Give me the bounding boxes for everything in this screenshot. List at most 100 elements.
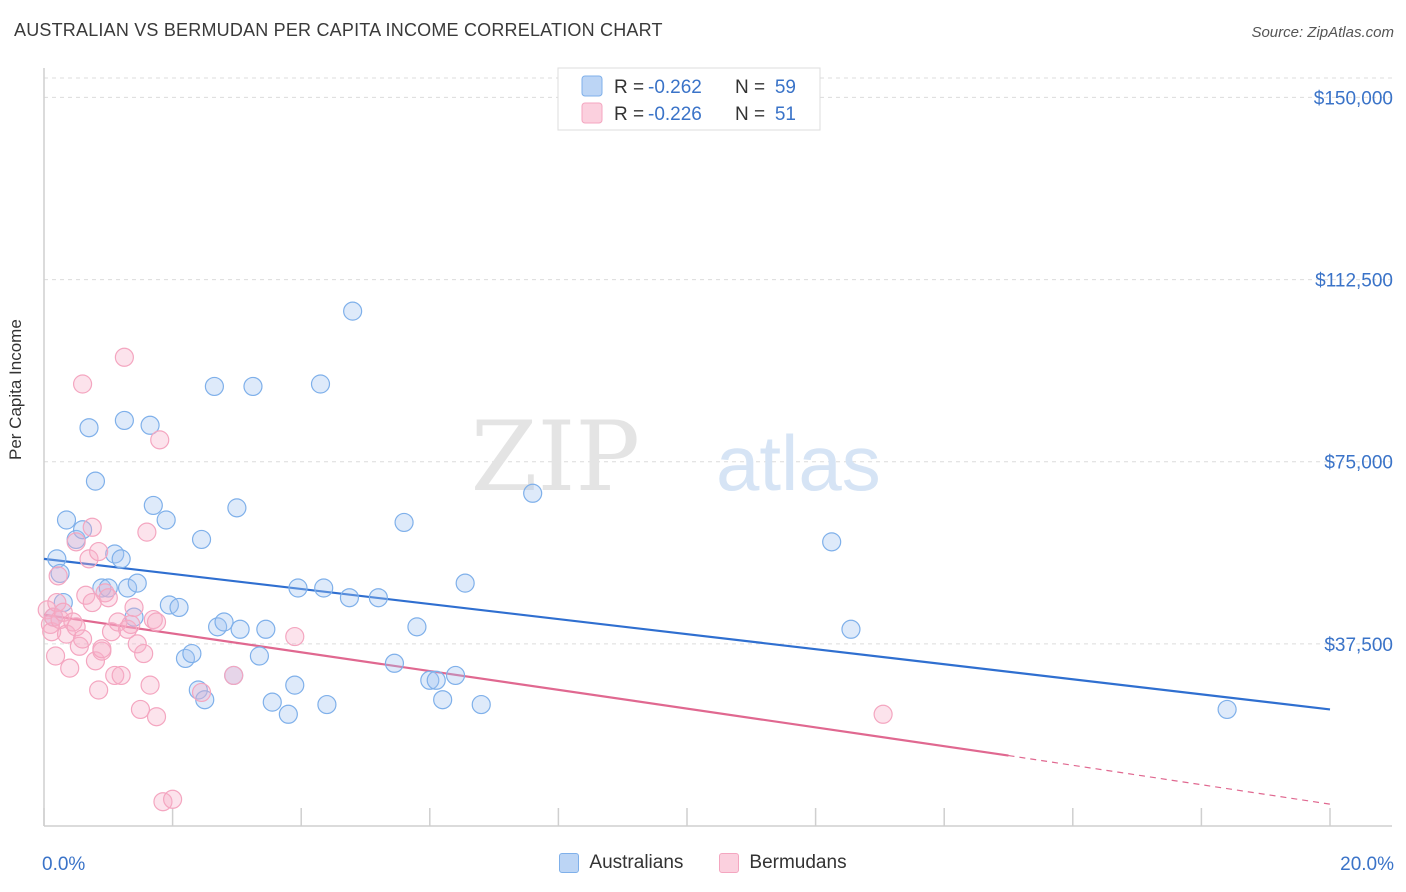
legend-n-label: N = (735, 77, 765, 98)
bermudans-point (114, 347, 134, 367)
bermudans-point (121, 614, 141, 635)
bermudans-point (66, 532, 86, 552)
australians-point (249, 646, 270, 666)
australians-trend-line (43, 557, 1331, 711)
australians-point (288, 578, 308, 598)
y-tick-label: $150,000 (1314, 88, 1393, 109)
australians-point (127, 573, 147, 593)
bermudans-label: Bermudans (749, 852, 847, 873)
legend-n-label: N = (735, 104, 765, 125)
bermudans-point (72, 629, 93, 649)
bermudans-point (140, 675, 160, 695)
stats-legend: R = -0.262 N = 59 R = -0.226 N = 51 (557, 67, 821, 131)
x-tick-label-max: 20.0% (1340, 854, 1394, 875)
australians-point (407, 617, 427, 637)
australians-point (256, 619, 276, 639)
bermudans-point (92, 639, 112, 659)
australians-point (278, 704, 298, 724)
bermudans-point (98, 588, 118, 608)
legend-item-bermudans[interactable]: Bermudans (719, 852, 847, 874)
australians-point (230, 619, 250, 639)
australians-point (191, 529, 212, 550)
bermudans-point (111, 665, 131, 686)
australians-point (182, 643, 202, 664)
australians-point (79, 418, 99, 438)
australians-point (111, 549, 131, 569)
bermudans-point (101, 622, 122, 642)
bermudans-point (76, 585, 96, 605)
australians-point (204, 376, 224, 397)
australians-point (394, 512, 414, 533)
australians-point (420, 670, 440, 690)
legend-n-value: 59 (775, 77, 796, 98)
y-tick-label: $75,000 (1324, 453, 1393, 474)
source-label: Source: ZipAtlas.com (1251, 24, 1394, 41)
australians-point (85, 471, 106, 491)
trend-lines (43, 557, 1331, 805)
bermudans-point (150, 430, 170, 450)
australians-point (841, 619, 861, 639)
bermudans-point (124, 597, 144, 618)
bermudans-point (37, 600, 57, 620)
bermudans-point (873, 704, 893, 724)
axes (43, 68, 1392, 827)
australians-point (343, 301, 363, 321)
australians-label: Australians (589, 852, 684, 873)
legend-r-value: -0.262 (648, 77, 702, 98)
bermudans-point (89, 541, 109, 562)
australians-point (822, 532, 842, 552)
australians-point (214, 612, 234, 632)
bermudans-point (89, 680, 109, 700)
bermudans-point (143, 609, 163, 630)
australians-point (47, 549, 67, 569)
bermudans-trend-extension (1008, 754, 1331, 805)
series-legend: Australians Bermudans (0, 852, 1406, 874)
australians-point (368, 588, 388, 608)
legend-item-australians[interactable]: Australians (559, 852, 683, 874)
australians-point (285, 675, 305, 695)
x-tick-label-min: 0.0% (42, 854, 85, 875)
australians-point (188, 680, 208, 700)
bermudans-point (127, 634, 147, 654)
legend-r-label: R = (614, 77, 644, 98)
bermudans-point (137, 522, 157, 542)
legend-r-label: R = (614, 104, 644, 125)
australians-point (523, 483, 543, 503)
australians-point (140, 415, 160, 435)
bermudans-point (79, 549, 99, 569)
chart-title: AUSTRALIAN VS BERMUDAN PER CAPITA INCOME… (14, 20, 663, 40)
australians-point (1217, 699, 1237, 720)
australians-point (143, 495, 163, 516)
data-points (37, 301, 1237, 812)
bermudans-point (285, 626, 305, 647)
watermark-zip: ZIP (471, 401, 640, 513)
bermudans-swatch (719, 853, 740, 873)
australians-point (117, 578, 138, 598)
x-tick-labels: 0.0% 20.0% (42, 854, 1394, 875)
bermudans-point (53, 602, 73, 622)
australians-point (114, 410, 134, 431)
australians-point (156, 510, 176, 530)
bermudans-point (130, 699, 151, 720)
y-tick-label: $37,500 (1324, 635, 1393, 656)
y-tick-label: $112,500 (1315, 271, 1393, 292)
bermudans-trend-line (43, 613, 1009, 757)
bermudans-point (146, 707, 167, 727)
australians-point (339, 588, 360, 608)
australians-swatch (559, 853, 580, 873)
australians-point (317, 694, 337, 715)
australians-point (384, 653, 405, 673)
bermudans-point (134, 643, 154, 664)
australians-point (426, 670, 446, 690)
australians-point (445, 665, 466, 686)
bermudans-point (72, 374, 93, 394)
watermark: ZIP atlas (471, 401, 881, 513)
grid-lines (44, 77, 1392, 645)
australians-point (314, 578, 334, 598)
australians-point (262, 692, 282, 712)
bermudans-point (163, 789, 183, 809)
australians-point (243, 376, 263, 397)
bermudans-point (85, 651, 106, 671)
australians-point (455, 573, 475, 593)
